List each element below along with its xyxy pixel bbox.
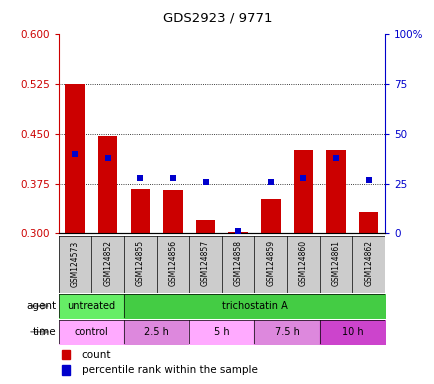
Bar xyxy=(130,189,150,233)
Text: GSM124862: GSM124862 xyxy=(363,240,372,286)
Text: GSM124858: GSM124858 xyxy=(233,240,242,286)
Point xyxy=(299,174,306,180)
Point xyxy=(104,154,111,161)
Text: untreated: untreated xyxy=(67,301,115,311)
Bar xyxy=(98,136,117,233)
Bar xyxy=(228,232,247,233)
Point xyxy=(169,174,176,180)
Text: 10 h: 10 h xyxy=(341,327,362,337)
Text: GSM124857: GSM124857 xyxy=(201,240,210,286)
Text: time: time xyxy=(33,327,56,337)
Point xyxy=(332,154,339,161)
Point xyxy=(71,151,79,157)
Point xyxy=(202,179,209,185)
Text: agent: agent xyxy=(26,301,56,311)
Text: GSM124852: GSM124852 xyxy=(103,240,112,286)
Text: 7.5 h: 7.5 h xyxy=(274,327,299,337)
Text: 5 h: 5 h xyxy=(214,327,229,337)
Point xyxy=(365,177,372,183)
Text: GSM124856: GSM124856 xyxy=(168,240,177,286)
Bar xyxy=(163,190,182,233)
Text: GSM124573: GSM124573 xyxy=(70,240,79,286)
Point xyxy=(234,228,241,235)
Point xyxy=(267,179,274,185)
Text: trichostatin A: trichostatin A xyxy=(221,301,287,311)
Text: GSM124861: GSM124861 xyxy=(331,240,340,286)
Text: GSM124860: GSM124860 xyxy=(298,240,307,286)
Text: count: count xyxy=(82,349,111,359)
Text: 2.5 h: 2.5 h xyxy=(144,327,169,337)
Text: GDS2923 / 9771: GDS2923 / 9771 xyxy=(162,11,272,24)
Point xyxy=(137,174,144,180)
Bar xyxy=(62,350,70,359)
Bar xyxy=(293,150,312,233)
Bar xyxy=(65,84,85,233)
Bar xyxy=(260,199,280,233)
Text: GSM124859: GSM124859 xyxy=(266,240,275,286)
Bar xyxy=(326,150,345,233)
Bar xyxy=(358,212,378,233)
Bar xyxy=(195,220,215,233)
Bar xyxy=(62,365,70,375)
Text: GSM124855: GSM124855 xyxy=(135,240,145,286)
Text: control: control xyxy=(74,327,108,337)
Text: percentile rank within the sample: percentile rank within the sample xyxy=(82,365,257,375)
